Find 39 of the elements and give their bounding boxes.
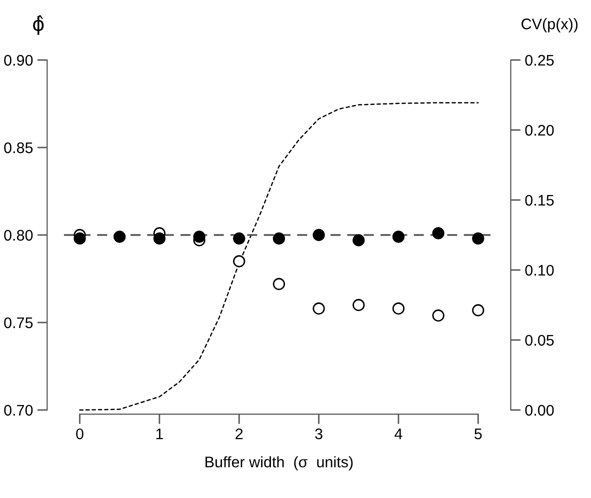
point	[74, 232, 86, 245]
y2-tick-label: 0.20	[525, 124, 554, 136]
y2-tick-label: 0.25	[525, 54, 554, 66]
x-tick-label: 3	[315, 428, 322, 440]
y2-tick-label: 0.05	[525, 334, 554, 346]
point	[432, 309, 444, 322]
x-tick-label: 2	[236, 428, 243, 440]
y2-tick-label: 0.10	[525, 264, 554, 276]
point	[272, 232, 286, 245]
point	[114, 230, 126, 243]
x-tick-label: 4	[394, 428, 402, 440]
point	[352, 234, 365, 246]
y2-tick-label: 0.15	[525, 194, 554, 206]
point	[432, 227, 444, 240]
y-tick-label: 0.70	[4, 404, 33, 416]
point	[312, 228, 325, 242]
point	[272, 278, 286, 290]
y2-tick-label: 0.00	[525, 404, 554, 416]
line-series	[79, 102, 479, 411]
point	[472, 304, 484, 316]
point	[472, 232, 484, 245]
point	[392, 302, 405, 315]
y-tick-label: 0.90	[4, 54, 33, 66]
point	[153, 232, 166, 245]
point	[193, 230, 206, 243]
x-axis-title: Buffer width (σ units)	[206, 456, 353, 470]
point	[352, 298, 365, 312]
y-tick-label: 0.85	[4, 142, 33, 154]
point	[392, 230, 405, 243]
point	[233, 232, 246, 245]
y-tick-label: 0.80	[4, 230, 33, 241]
x-tick-label: 0	[76, 428, 84, 440]
y-axis-title: ϕ̂	[33, 15, 44, 35]
x-tick-label: 5	[474, 428, 482, 440]
x-tick-label: 1	[156, 428, 163, 440]
y2-axis-title: CV(p(x))	[522, 18, 578, 32]
y-tick-label: 0.75	[4, 317, 33, 328]
point	[312, 302, 325, 315]
point	[233, 255, 246, 268]
